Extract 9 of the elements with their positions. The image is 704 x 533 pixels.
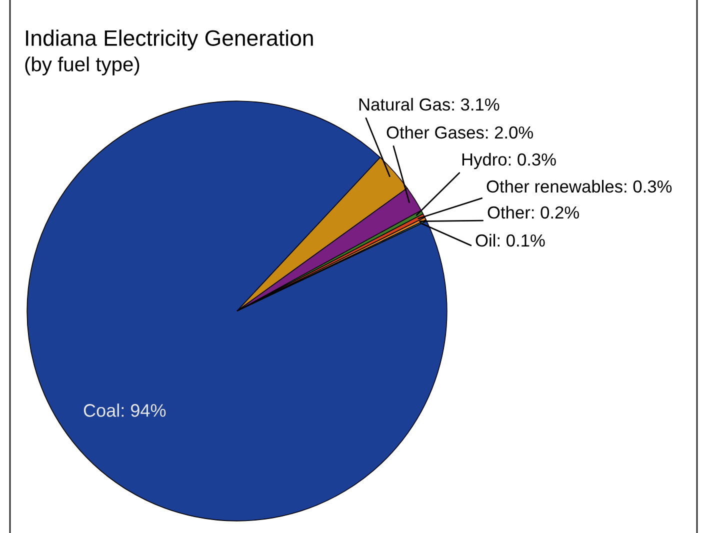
slice-label: Coal: 94% [84,404,166,417]
slice-label: Other renewables: 0.3% [486,180,672,193]
slice-label: Other Gases: 2.0% [386,126,534,139]
slice-label: Hydro: 0.3% [462,152,556,170]
chart-subtitle: (by fuel type) [25,56,140,76]
slice-label: Oil: 0.1% [476,234,545,247]
slice-label: Natural Gas: 3.1% [359,98,500,111]
chart-title: Indiana Electricity Generation [26,30,313,50]
slice-label: Other: 0.2% [488,206,580,219]
